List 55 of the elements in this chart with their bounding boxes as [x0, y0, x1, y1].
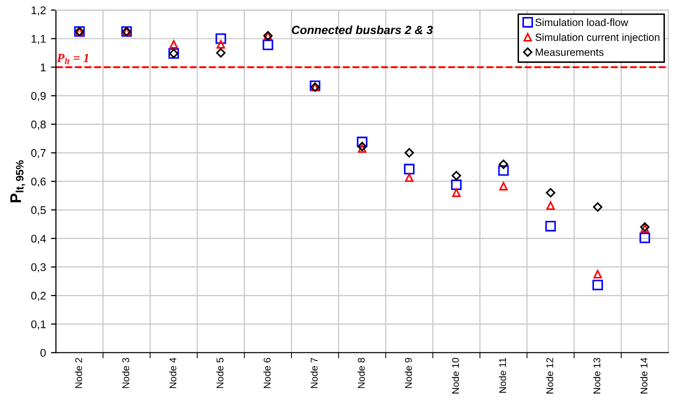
- x-tick-label: Node 14: [640, 358, 648, 394]
- point: [356, 136, 368, 148]
- y-tick-label: 0,3: [31, 263, 46, 272]
- x-tick-label: Node 13: [593, 358, 600, 394]
- y-axis-title: P$_{lt,95%}$: [10, 160, 26, 202]
- point: [452, 188, 461, 198]
- point: [545, 220, 556, 232]
- point: [498, 165, 509, 176]
- point: [546, 201, 555, 210]
- y-tick-label: 0,2: [31, 292, 46, 301]
- point: [404, 148, 414, 158]
- x-tick-label: Node 2: [74, 358, 82, 388]
- point: [216, 48, 226, 58]
- point: [546, 188, 556, 198]
- y-tick-label: 1: [40, 64, 46, 72]
- y-tick-label: 0,9: [31, 92, 46, 102]
- point: [451, 179, 462, 190]
- x-tick-label: Node 10: [452, 358, 459, 394]
- x-tick-label: Node 9: [404, 358, 412, 388]
- y-tick-label: 0,5: [31, 206, 46, 216]
- y-tick-label: 0: [40, 348, 46, 357]
- y-tick-label: 0,8: [31, 120, 46, 130]
- point: [262, 40, 274, 50]
- point: [169, 40, 178, 49]
- legend-label: Measurements: [536, 48, 604, 56]
- x-tick-label: Node 12: [546, 358, 554, 394]
- point: [216, 40, 226, 49]
- point: [404, 164, 415, 174]
- point: [405, 173, 414, 182]
- point: [216, 33, 226, 44]
- x-tick-label: Node 11: [498, 358, 506, 393]
- x-tick-label: Node 7: [310, 358, 318, 388]
- y-tick-label: 1,2: [32, 6, 46, 16]
- y-tick-label: 0,4: [31, 234, 46, 244]
- legend-label: Simulation current injection: [535, 33, 660, 44]
- text: Connected busbars 2 & 3: [292, 25, 433, 34]
- point: [592, 280, 603, 290]
- point: [358, 144, 366, 153]
- point: [499, 182, 508, 190]
- y-tick-label: 0,6: [31, 178, 46, 187]
- point: [498, 160, 508, 169]
- y-tick-label: 1,1: [32, 35, 46, 44]
- point: [640, 232, 650, 244]
- ref-line-label: P$_{lt}$ = 1: [56, 54, 88, 64]
- x-tick-label: Node 5: [216, 358, 224, 388]
- point: [452, 170, 462, 180]
- y-tick-label: 0,7: [31, 149, 46, 158]
- legend-label: Simulation load-flow: [535, 18, 628, 26]
- y-tick-label: 0,1: [31, 320, 46, 330]
- x-tick-label: Node 4: [169, 358, 176, 388]
- point: [593, 270, 602, 278]
- x-tick-label: Node 3: [122, 358, 130, 388]
- point: [593, 202, 602, 212]
- x-tick-label: Node 8: [358, 358, 365, 388]
- x-tick-label: Node 6: [263, 358, 271, 388]
